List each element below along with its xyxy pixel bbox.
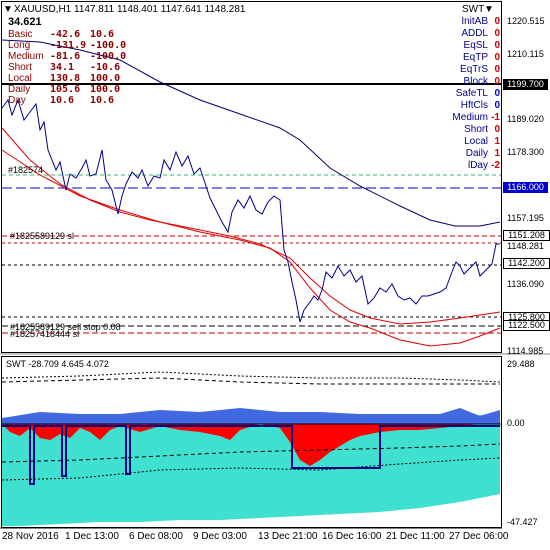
signal-step-line <box>2 425 500 485</box>
histogram-blue-area <box>2 408 500 424</box>
price-tick: 1210.115 <box>507 49 544 59</box>
stats-v2: 100.0 <box>90 84 121 95</box>
price-tag-blue: 1166.000 <box>503 182 548 193</box>
sub-indicator-label: SWT -28.709 4.645 4.072 <box>6 359 109 369</box>
date-tick: 13 Dec 21:00 <box>258 531 318 542</box>
stats-v1: 105.6 <box>50 84 81 95</box>
stats-right-label: Medium <box>452 112 488 123</box>
stats-v1: -81.6 <box>50 51 81 62</box>
price-tag-level: 1122.500 <box>503 320 550 331</box>
stats-right-label: SafeTL <box>455 88 488 99</box>
price-tick: 1178.300 <box>507 147 544 157</box>
main-chart-frame <box>1 1 502 353</box>
histogram-red-area <box>2 424 500 466</box>
lower-ma-line <box>1 127 501 325</box>
stats-v2: 10.6 <box>90 29 115 40</box>
collapse-icon[interactable]: ▼ <box>3 4 13 15</box>
stats-right-label: EqTrS <box>460 64 488 75</box>
sub-dashed-line <box>1 377 500 385</box>
price-tag-black: 1199.700 <box>503 79 548 90</box>
stats-right-label: EqTP <box>462 52 488 63</box>
stats-v1: 10.6 <box>50 95 75 106</box>
sub-lower-dotted-line <box>1 457 501 481</box>
stats-right-label: lDay <box>467 160 488 171</box>
stats-right-value: 0 <box>494 16 500 27</box>
indicator-arrow-icon[interactable]: ▼ <box>484 4 494 15</box>
stats-right-value: 0 <box>494 40 500 51</box>
sub-tick: -47.427 <box>507 517 538 527</box>
price-tick: 1157.195 <box>507 213 544 223</box>
stats-right-value: 0 <box>494 28 500 39</box>
stats-v2: -10.6 <box>90 62 121 73</box>
order-label[interactable]: #1825589129 sl <box>10 231 75 241</box>
price-tick: 1114.985 <box>507 346 544 356</box>
stats-v1: -42.6 <box>50 29 81 40</box>
stats-label: Short <box>8 62 32 73</box>
date-tick: 1 Dec 13:00 <box>65 531 119 542</box>
sub-tick: 29.488 <box>507 359 535 369</box>
stats-v2: 100.0 <box>90 73 121 84</box>
stats-label: Medium <box>8 51 44 62</box>
date-tick: 16 Dec 16:00 <box>322 531 382 542</box>
order-label[interactable]: #18257418444 sl <box>10 329 80 339</box>
stats-right-label: HftCls <box>460 100 488 111</box>
price-tag-current: 1148.281 <box>503 241 548 252</box>
date-tick: 9 Dec 03:00 <box>193 531 247 542</box>
price-tag-sl: 1151.208 <box>503 230 550 241</box>
stats-label: Long <box>8 40 31 51</box>
sub-lower-dashed-line <box>1 443 501 463</box>
price-tick: 1220.515 <box>507 16 545 26</box>
stats-right-value: 0 <box>494 124 500 135</box>
stats-v1: 130.8 <box>50 73 81 84</box>
stats-v2: -100.0 <box>90 51 127 62</box>
stats-right-value: 0 <box>494 52 500 63</box>
order-label[interactable]: #182574 <box>8 165 44 175</box>
stats-right-value: 0 <box>494 64 500 75</box>
stats-right-panel: InitAB 0 ADDL 0 EqSL 0 EqTP 0 EqTrS 0 Bl… <box>420 16 500 176</box>
stats-label: Local <box>8 73 32 84</box>
stats-v1: -131.9 <box>50 40 87 51</box>
stats-v2: -100.0 <box>90 40 127 51</box>
date-tick: 6 Dec 08:00 <box>129 531 183 542</box>
date-tick: 27 Dec 06:00 <box>449 531 509 542</box>
stats-right-label: Local <box>464 136 488 147</box>
price-line <box>1 98 500 323</box>
stats-right-value: 1 <box>494 136 500 147</box>
slow-ma-line <box>1 39 501 227</box>
current-value: 34.621 <box>8 16 42 28</box>
stats-right-label: Block <box>463 76 488 87</box>
sub-dotted-line <box>1 371 501 383</box>
stats-right-label: Daily <box>465 148 488 159</box>
stats-label: Daily <box>8 84 31 95</box>
stats-right-value: 0 <box>494 100 500 111</box>
stats-right-value: 0 <box>494 76 500 87</box>
stats-right-label: EqSL <box>463 40 488 51</box>
stats-right-value: 0 <box>494 88 500 99</box>
stats-right-value: -1 <box>491 112 500 123</box>
stats-right-label: Short <box>464 124 488 135</box>
order-label[interactable]: #1825589129 sell stop 0.08 <box>10 322 121 332</box>
date-tick: 28 Nov 2016 <box>2 531 59 542</box>
stats-right-value: -2 <box>491 160 500 171</box>
stats-label: Basic <box>8 29 33 40</box>
stats-v2: 10.6 <box>90 95 115 106</box>
price-tag-level: 1142.200 <box>503 258 550 269</box>
indicator-name: SWT <box>462 4 485 15</box>
stats-right-label: InitAB <box>461 16 488 27</box>
stats-label: Day <box>8 95 26 106</box>
symbol-info: XAUUSD,H1 1147.811 1148.401 1147.641 114… <box>14 4 246 15</box>
stats-v1: 34.1 <box>50 62 75 73</box>
price-tick: 1136.090 <box>507 279 544 289</box>
stats-right-value: 1 <box>494 148 500 159</box>
sub-tick: 0.00 <box>507 418 525 428</box>
fast-ma-line <box>1 149 501 347</box>
date-tick: 21 Dec 11:00 <box>386 531 445 542</box>
stats-right-label: ADDL <box>461 28 488 39</box>
price-tick: 1189.020 <box>507 114 544 124</box>
